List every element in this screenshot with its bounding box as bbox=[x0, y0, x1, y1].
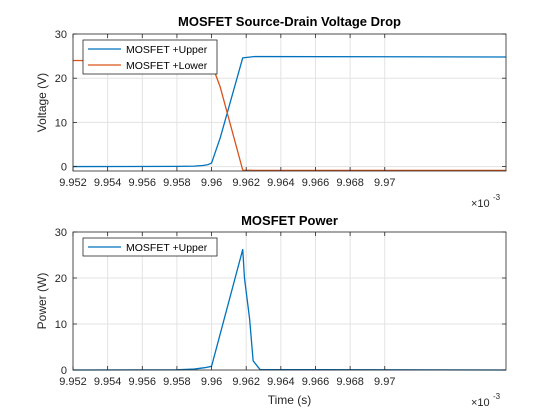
voltage-x-tick-label: 9.97 bbox=[374, 177, 395, 189]
voltage-x-tick-label: 9.964 bbox=[267, 177, 295, 189]
voltage-x-tick-label: 9.954 bbox=[94, 177, 122, 189]
power-x-tick-label: 9.96 bbox=[201, 376, 222, 388]
voltage-x-exponent-power: -3 bbox=[493, 193, 501, 202]
power-x-tick-label: 9.958 bbox=[163, 376, 191, 388]
power-y-tick-label: 20 bbox=[55, 273, 67, 285]
voltage-x-tick-label: 9.962 bbox=[232, 177, 260, 189]
voltage-legend-label: MOSFET +Upper bbox=[126, 44, 208, 56]
power-y-tick-label: 0 bbox=[61, 365, 67, 377]
power-series-mosfet-upper bbox=[72, 248, 507, 371]
power-x-exponent-base: ×10 bbox=[471, 397, 490, 409]
voltage-x-tick-label: 9.958 bbox=[163, 177, 191, 189]
voltage-subplot: MOSFET Source-Drain Voltage Drop Voltage… bbox=[35, 14, 507, 210]
power-x-tick-label: 9.966 bbox=[302, 376, 330, 388]
power-legend-box bbox=[82, 237, 218, 257]
voltage-series-mosfet-upper bbox=[72, 55, 507, 168]
voltage-legend: MOSFET +Upper MOSFET +Lower bbox=[82, 39, 218, 75]
voltage-x-tick-label: 9.966 bbox=[302, 177, 330, 189]
voltage-x-tick-label: 9.952 bbox=[59, 177, 87, 189]
voltage-y-axis-label: Voltage (V) bbox=[35, 73, 49, 132]
power-x-axis-label: Time (s) bbox=[268, 393, 312, 407]
voltage-legend-label: MOSFET +Lower bbox=[126, 60, 208, 72]
power-x-tick-label: 9.97 bbox=[374, 376, 395, 388]
power-x-tick-label: 9.964 bbox=[267, 376, 295, 388]
power-x-tick-label: 9.962 bbox=[232, 376, 260, 388]
voltage-y-tick-label: 20 bbox=[55, 73, 67, 85]
power-x-tick-label: 9.952 bbox=[59, 376, 87, 388]
voltage-x-tick-label: 9.96 bbox=[201, 177, 222, 189]
voltage-y-tick-label: 0 bbox=[61, 162, 67, 174]
voltage-axes-box bbox=[72, 33, 507, 172]
power-x-tick-label: 9.954 bbox=[94, 376, 122, 388]
voltage-y-tick-label: 30 bbox=[55, 29, 67, 41]
voltage-x-tick-label: 9.968 bbox=[336, 177, 364, 189]
power-x-tick-label: 9.956 bbox=[129, 376, 157, 388]
power-x-exponent-power: -3 bbox=[493, 392, 501, 401]
power-axes-box bbox=[72, 231, 507, 371]
voltage-chart-title: MOSFET Source-Drain Voltage Drop bbox=[178, 14, 401, 29]
power-legend-label: MOSFET +Upper bbox=[126, 242, 208, 254]
voltage-y-tick-label: 10 bbox=[55, 117, 67, 129]
voltage-legend-box bbox=[82, 39, 218, 75]
power-subplot: MOSFET Power Power (W) Time (s) ×10 -3 9… bbox=[35, 213, 507, 409]
power-y-axis-label: Power (W) bbox=[35, 273, 49, 330]
power-chart-title: MOSFET Power bbox=[241, 213, 338, 228]
voltage-x-exponent-base: ×10 bbox=[471, 198, 490, 210]
power-legend: MOSFET +Upper bbox=[82, 237, 218, 257]
power-y-tick-label: 30 bbox=[55, 227, 67, 239]
power-x-tick-label: 9.968 bbox=[336, 376, 364, 388]
voltage-x-tick-label: 9.956 bbox=[129, 177, 157, 189]
power-y-tick-label: 10 bbox=[55, 319, 67, 331]
